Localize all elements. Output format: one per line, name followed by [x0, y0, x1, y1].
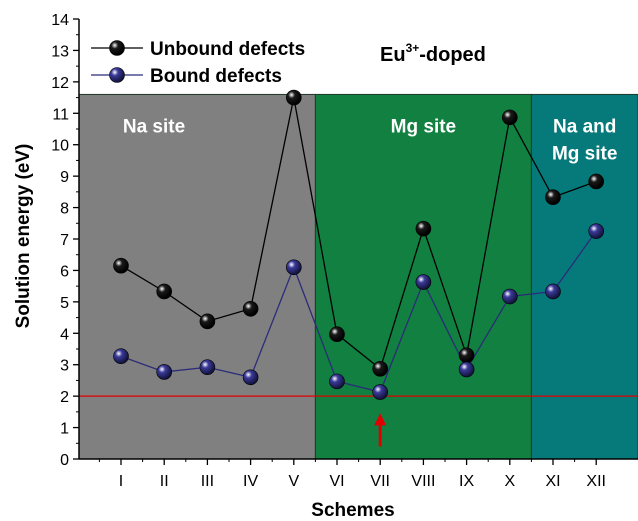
x-tick-label: V [288, 473, 299, 490]
region-label: Na and [553, 116, 616, 137]
data-point [458, 361, 475, 378]
x-tick-label: III [201, 473, 214, 490]
legend-marker [109, 40, 125, 56]
data-point [285, 259, 302, 276]
data-point [242, 300, 259, 317]
data-point [501, 288, 518, 305]
data-point [329, 326, 345, 343]
y-tick-label: 12 [51, 75, 69, 92]
data-point [372, 384, 389, 400]
x-tick-label: IX [459, 473, 474, 490]
region-na-site [78, 93, 316, 460]
y-tick-label: 2 [60, 389, 69, 406]
series-line-0 [120, 97, 597, 370]
data-point [588, 173, 605, 190]
data-point [545, 189, 561, 205]
x-tick-label: II [160, 473, 169, 490]
y-tick-label: 1 [60, 421, 69, 438]
legend-label: Bound defects [150, 66, 282, 87]
data-point [242, 369, 259, 386]
y-tick-label: 3 [60, 358, 69, 375]
x-axis-label: Schemes [311, 500, 394, 521]
y-tick-label: 13 [51, 43, 69, 60]
data-point [156, 283, 172, 300]
chart-title: Eu3+-doped [380, 41, 486, 66]
data-point [415, 274, 432, 290]
region-backgrounds: Na site Mg site Na and Mg site [78, 93, 638, 460]
y-tick-label: 4 [60, 326, 69, 343]
region-label: Mg site [391, 116, 456, 137]
x-tick-label: I [119, 473, 123, 490]
y-axis-label: Solution energy (eV) [13, 144, 34, 329]
data-point [588, 223, 605, 239]
data-point [329, 373, 345, 390]
y-tick-label: 8 [60, 201, 69, 218]
x-tick-label: VI [329, 473, 344, 490]
arrow-head [374, 413, 387, 426]
region-label: Mg site [552, 143, 617, 164]
region-label: Na site [123, 116, 185, 137]
x-tick-label: VII [370, 473, 390, 490]
data-point [415, 220, 432, 237]
data-point [113, 257, 129, 274]
y-tick-label: 5 [60, 295, 69, 312]
reference-line-layer [79, 395, 638, 447]
region-na-and-mg-site [530, 93, 638, 460]
y-tick-label: 10 [51, 138, 69, 155]
series-layer [113, 89, 605, 400]
y-tick-label: 0 [60, 452, 69, 469]
data-point [285, 89, 302, 106]
x-tick-label: XII [586, 473, 606, 490]
y-tick-label: 14 [51, 12, 69, 29]
legend: Unbound defects Bound defects [91, 39, 305, 87]
y-tick-label: 9 [60, 169, 69, 186]
data-point [501, 109, 518, 126]
data-point [545, 283, 561, 300]
data-point [113, 348, 129, 365]
data-point [458, 347, 475, 364]
text-layer: Solution energy (eV) Schemes Eu3+-doped [13, 41, 486, 521]
y-tick-label: 11 [52, 106, 69, 123]
legend-marker [109, 67, 125, 83]
x-tick-label: IV [243, 473, 258, 490]
data-point [372, 360, 389, 377]
x-tick-label: XI [545, 473, 560, 490]
data-point [199, 359, 216, 376]
y-tick-label: 7 [60, 232, 69, 249]
y-tick-label: 6 [60, 263, 69, 280]
data-point [199, 313, 216, 330]
x-tick-label: X [504, 473, 515, 490]
x-tick-label: VIII [411, 473, 435, 490]
data-point [156, 364, 172, 380]
legend-label: Unbound defects [150, 39, 305, 60]
